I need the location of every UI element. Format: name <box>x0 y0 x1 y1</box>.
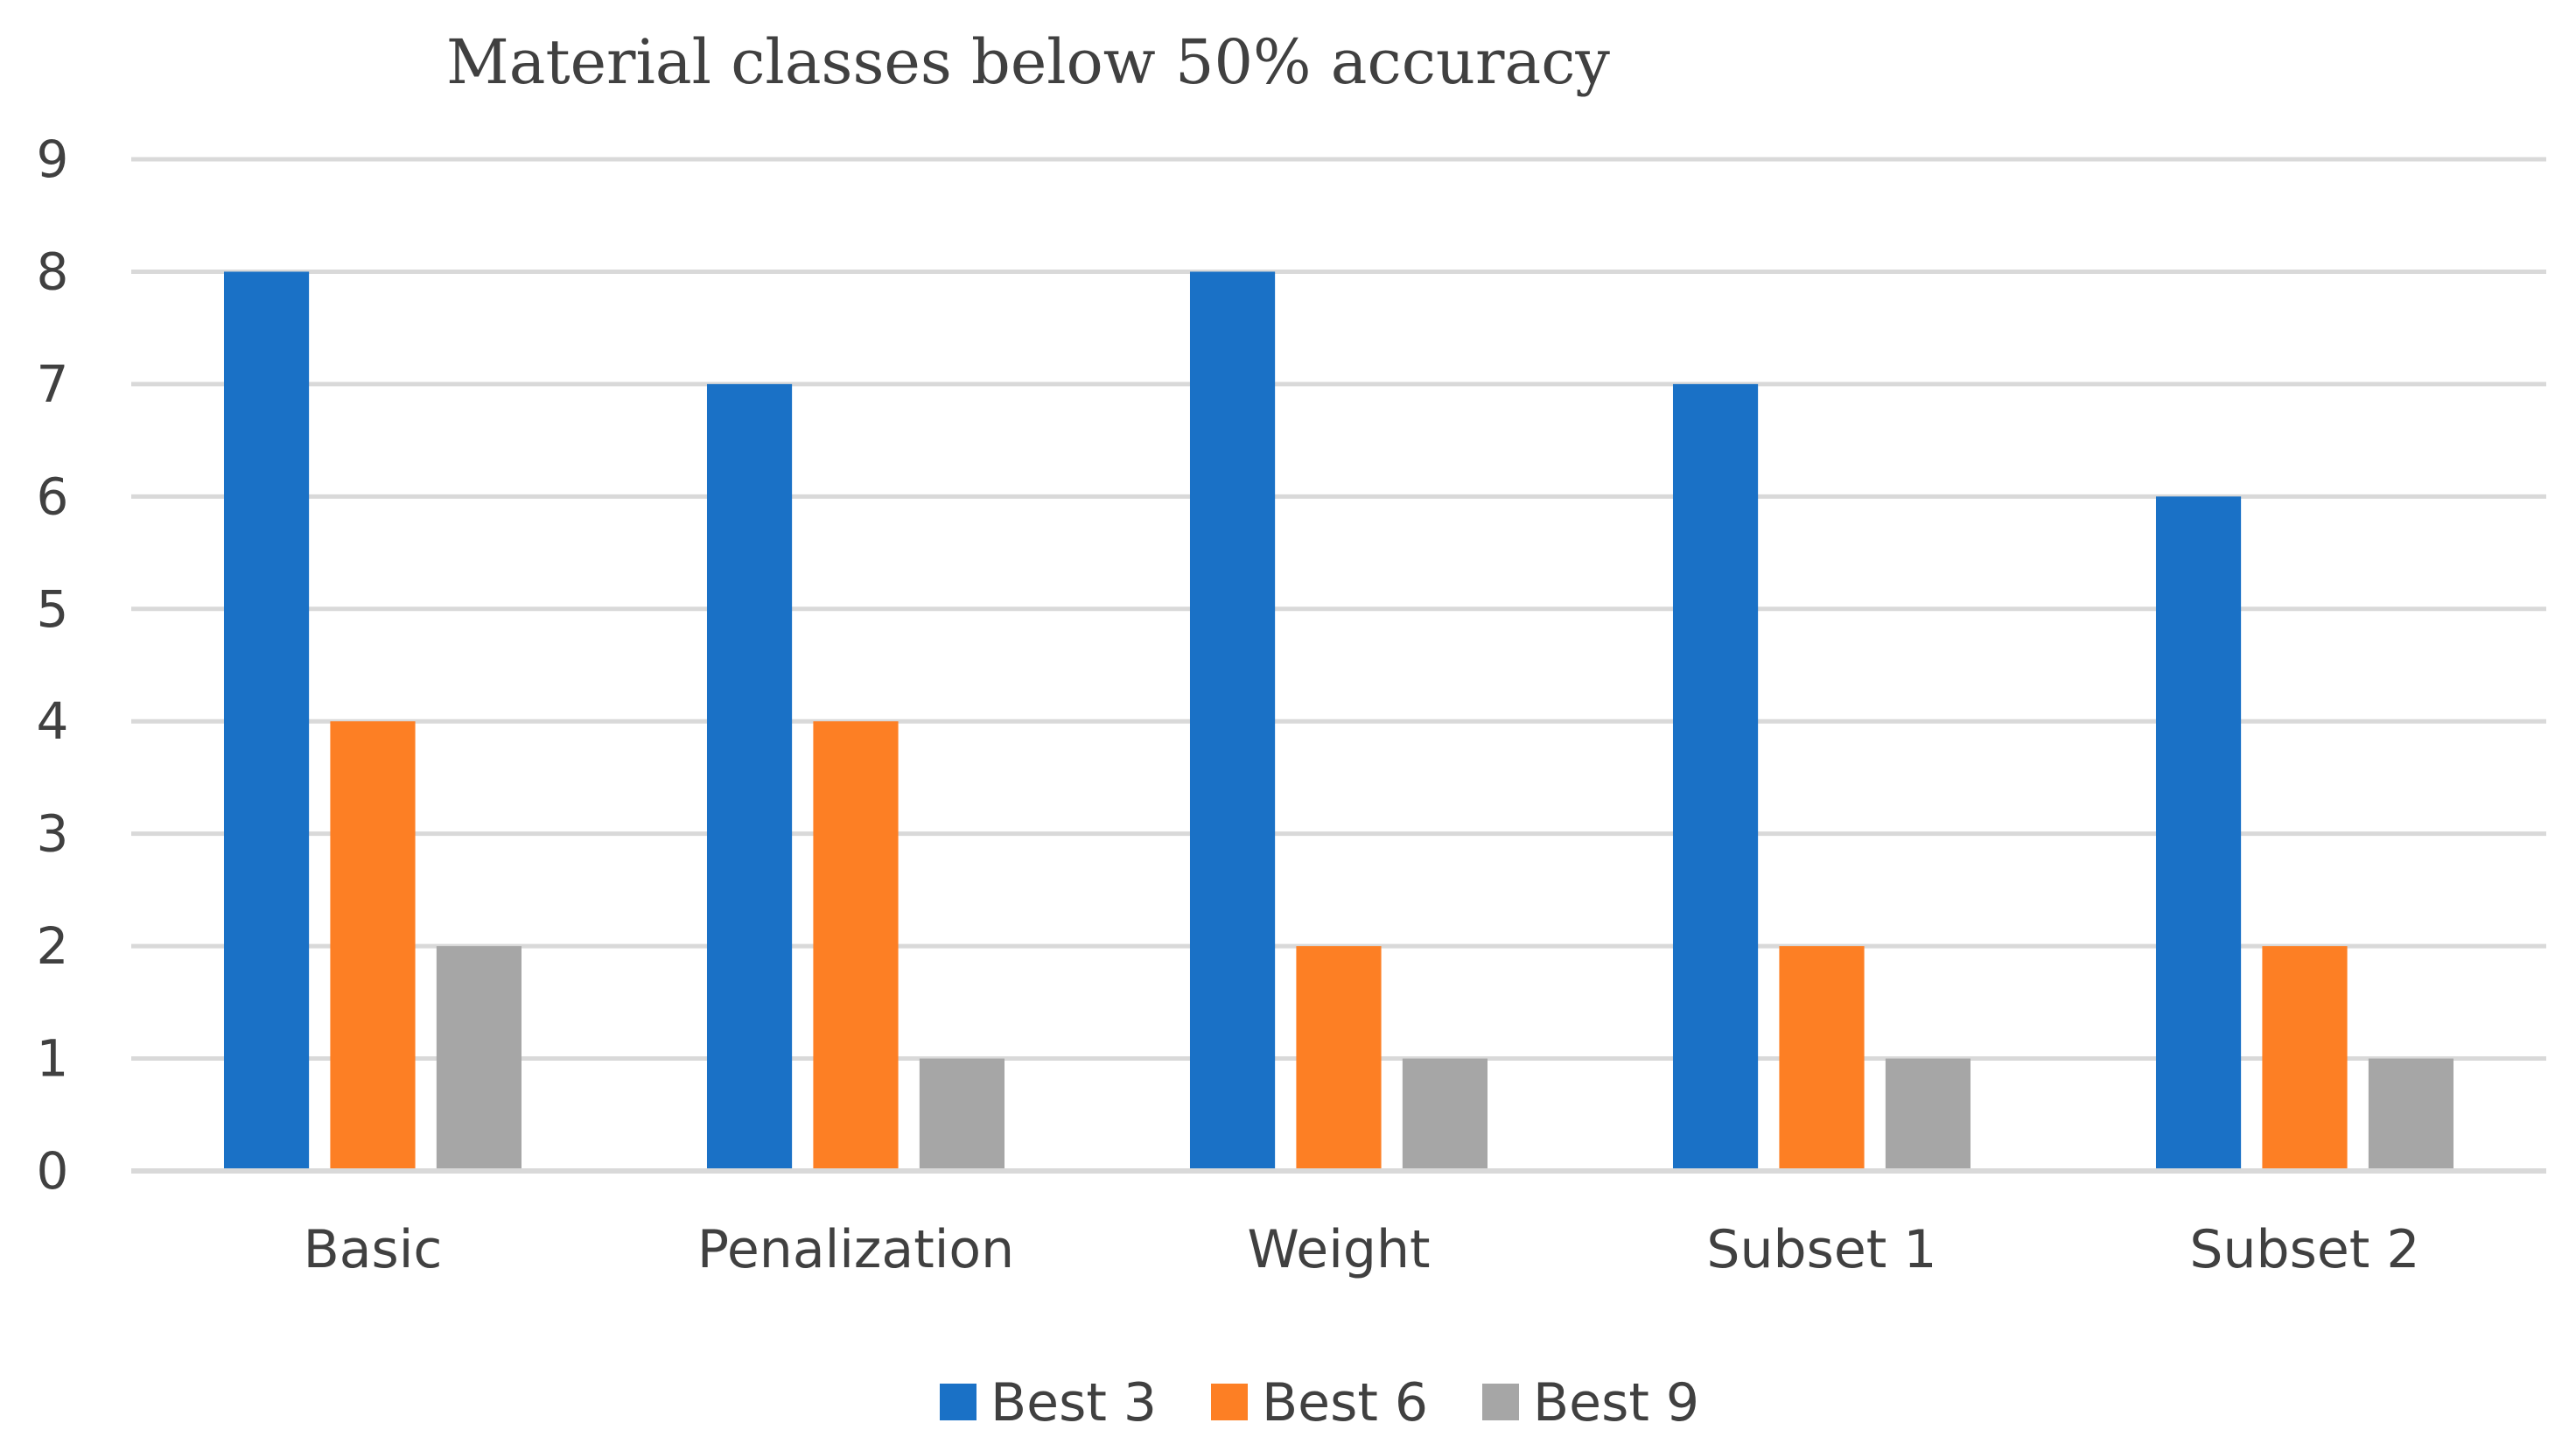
bar-best-6-subset-2 <box>2262 946 2348 1171</box>
legend-swatch-best-3 <box>940 1384 976 1420</box>
legend-swatch-best-6 <box>1211 1384 1248 1420</box>
bar-best-9-weight <box>1402 1058 1488 1171</box>
bar-best-9-basic <box>436 946 522 1171</box>
bar-best-9-subset-2 <box>2368 1058 2454 1171</box>
y-tick-label: 5 <box>37 579 69 639</box>
legend-swatch-best-9 <box>1482 1384 1519 1420</box>
chart-title: Material classes below 50% accuracy <box>446 26 1610 98</box>
x-tick-label: Weight <box>1247 1219 1430 1280</box>
y-tick-label: 6 <box>37 466 69 526</box>
y-tick-label: 7 <box>37 354 69 414</box>
bar-best-9-penalization <box>919 1058 1005 1171</box>
bar-best-3-weight <box>1189 271 1276 1171</box>
x-axis-ticks: Basic Penalization Weight Subset 1 Subset 2 <box>304 1219 2420 1280</box>
y-tick-label: 9 <box>37 130 69 189</box>
legend-label: Best 3 <box>990 1372 1157 1433</box>
y-tick-label: 1 <box>37 1029 69 1089</box>
bar-best-3-subset-1 <box>1672 383 1759 1171</box>
legend-label: Best 9 <box>1533 1372 1699 1433</box>
bar-best-6-subset-1 <box>1779 946 1865 1171</box>
x-tick-label: Subset 1 <box>1706 1219 1936 1280</box>
bar-best-6-basic <box>330 721 416 1171</box>
y-tick-label: 8 <box>37 242 69 301</box>
bar-best-6-penalization <box>813 721 899 1171</box>
legend: Best 3 Best 6 Best 9 <box>940 1372 1699 1433</box>
bar-best-9-subset-1 <box>1885 1058 1971 1171</box>
y-tick-label: 0 <box>37 1141 69 1201</box>
bar-best-3-basic <box>223 271 310 1171</box>
y-tick-label: 4 <box>37 691 69 751</box>
y-axis-ticks: 0 1 2 3 4 5 6 7 8 9 <box>37 130 69 1201</box>
bar-best-3-penalization <box>706 383 793 1171</box>
bar-best-6-weight <box>1296 946 1382 1171</box>
x-tick-label: Subset 2 <box>2189 1219 2419 1280</box>
bar-best-3-subset-2 <box>2155 496 2242 1171</box>
bars <box>223 271 2454 1171</box>
x-tick-label: Penalization <box>697 1219 1014 1280</box>
legend-label: Best 6 <box>1262 1372 1428 1433</box>
y-tick-label: 3 <box>37 804 69 864</box>
gridlines <box>131 157 2546 1062</box>
x-tick-label: Basic <box>304 1219 443 1280</box>
y-tick-label: 2 <box>37 916 69 976</box>
